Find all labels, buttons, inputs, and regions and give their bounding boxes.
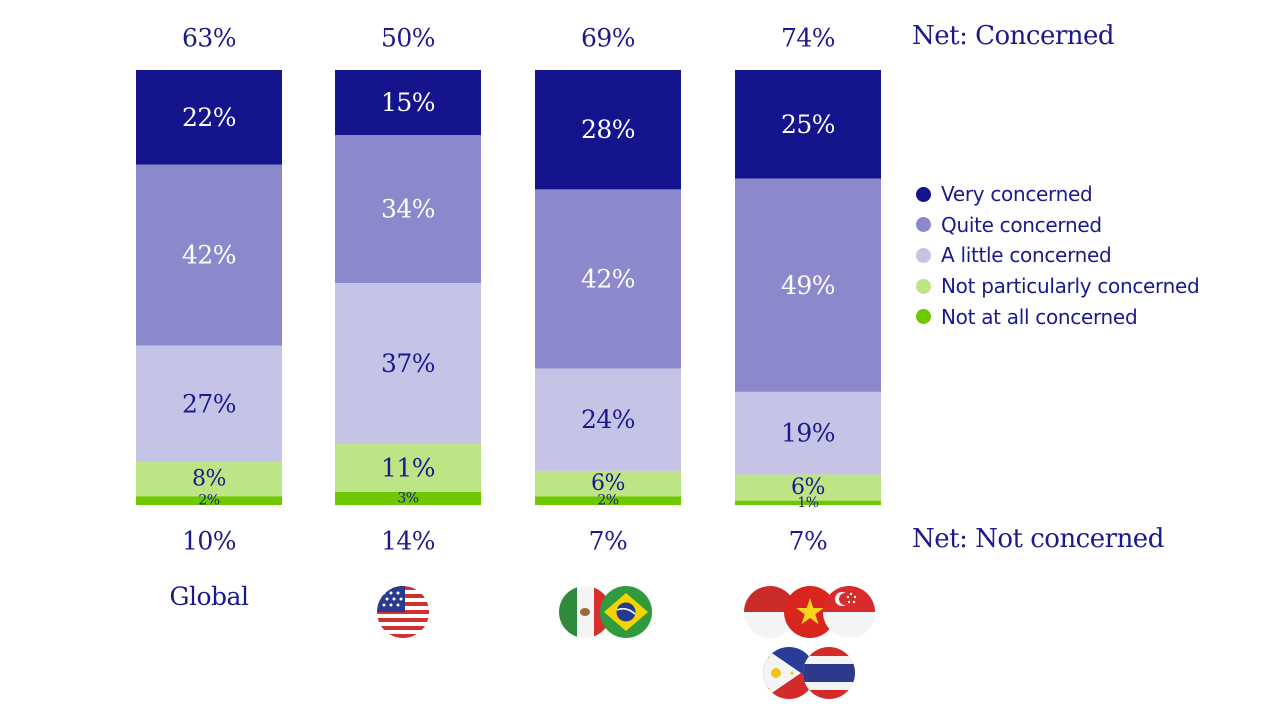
net-concerned-value: 63% — [182, 24, 236, 53]
data-label-not-particularly-concerned: 11% — [381, 454, 435, 483]
data-label-very-concerned: 28% — [581, 115, 635, 144]
net-not-concerned-value: 7% — [589, 527, 628, 556]
data-label-very-concerned: 25% — [781, 110, 835, 139]
bar-segment-not-at-all-concerned — [136, 496, 282, 505]
legend: Very concerned Quite concerned A little … — [916, 179, 1200, 332]
bar-segment-not-particularly-concerned — [136, 461, 282, 497]
bar-segment-not-particularly-concerned — [335, 444, 481, 492]
net-not-concerned-value: 10% — [182, 527, 236, 556]
us-flag-icon — [377, 586, 429, 638]
bar-segment-quite-concerned — [535, 189, 681, 369]
data-label-very-concerned: 15% — [381, 88, 435, 117]
legend-dot-a-little-concerned — [916, 247, 931, 263]
legend-label-very-concerned: Very concerned — [941, 182, 1093, 207]
bar-segment-very-concerned — [136, 70, 282, 165]
bar-segment-very-concerned — [735, 70, 881, 179]
net-not-concerned-label: Net: Not concerned — [912, 524, 1164, 554]
bar-segment-very-concerned — [535, 70, 681, 190]
data-label-not-particularly-concerned: 6% — [591, 471, 625, 496]
data-label-quite-concerned: 34% — [381, 195, 435, 224]
data-label-a-little-concerned: 27% — [182, 389, 236, 418]
legend-label-not-particularly-concerned: Not particularly concerned — [941, 274, 1200, 299]
brazil-flag-icon — [600, 586, 652, 638]
bar-segment-quite-concerned — [136, 164, 282, 346]
legend-item-not-particularly-concerned: Not particularly concerned — [916, 271, 1200, 302]
bar-segment-a-little-concerned — [335, 283, 481, 445]
data-label-not-particularly-concerned: 6% — [791, 475, 825, 500]
data-label-quite-concerned: 49% — [781, 271, 835, 300]
thailand-flag-icon — [803, 647, 855, 699]
net-not-concerned-value: 7% — [789, 527, 828, 556]
bar-segment-not-particularly-concerned — [535, 470, 681, 497]
bar-segment-very-concerned — [335, 70, 481, 136]
net-concerned-value: 74% — [781, 24, 835, 53]
data-label-not-at-all-concerned: 1% — [797, 495, 818, 511]
legend-item-quite-concerned: Quite concerned — [916, 210, 1199, 241]
bar-segment-a-little-concerned — [136, 345, 282, 462]
data-label-not-at-all-concerned: 2% — [597, 493, 618, 509]
net-concerned-label: Net: Concerned — [912, 21, 1115, 51]
legend-dot-not-at-all-concerned — [916, 309, 931, 325]
data-label-not-at-all-concerned: 2% — [198, 493, 219, 509]
net-not-concerned-value: 14% — [381, 527, 435, 556]
data-label-a-little-concerned: 24% — [581, 405, 635, 434]
data-label-very-concerned: 22% — [182, 103, 236, 132]
bar-segment-not-at-all-concerned — [535, 496, 681, 505]
legend-label-not-at-all-concerned: Not at all concerned — [941, 304, 1138, 329]
legend-item-a-little-concerned: A little concerned — [916, 240, 1199, 271]
bar-segment-quite-concerned — [735, 178, 881, 392]
net-concerned-value: 50% — [381, 24, 435, 53]
bar-segment-a-little-concerned — [735, 391, 881, 475]
data-label-a-little-concerned: 37% — [381, 349, 435, 378]
bar-segment-not-at-all-concerned — [735, 500, 881, 505]
singapore-flag-icon — [823, 586, 875, 638]
bar-segment-not-particularly-concerned — [735, 474, 881, 501]
bar-segment-not-at-all-concerned — [335, 491, 481, 505]
data-label-quite-concerned: 42% — [182, 241, 236, 270]
group-label-global: Global — [169, 582, 249, 611]
legend-dot-quite-concerned — [916, 217, 931, 233]
legend-item-very-concerned: Very concerned — [916, 179, 1199, 210]
legend-item-not-at-all-concerned: Not at all concerned — [916, 301, 1199, 332]
net-concerned-value: 69% — [581, 24, 635, 53]
data-label-not-at-all-concerned: 3% — [397, 490, 418, 506]
legend-dot-not-particularly-concerned — [916, 278, 931, 294]
data-label-not-particularly-concerned: 8% — [192, 467, 226, 492]
data-label-a-little-concerned: 19% — [781, 419, 835, 448]
bar-segment-quite-concerned — [335, 135, 481, 284]
legend-label-a-little-concerned: A little concerned — [941, 243, 1112, 268]
legend-dot-very-concerned — [916, 186, 931, 202]
bar-segment-a-little-concerned — [535, 368, 681, 471]
data-label-quite-concerned: 42% — [581, 264, 635, 293]
legend-label-quite-concerned: Quite concerned — [941, 212, 1102, 237]
